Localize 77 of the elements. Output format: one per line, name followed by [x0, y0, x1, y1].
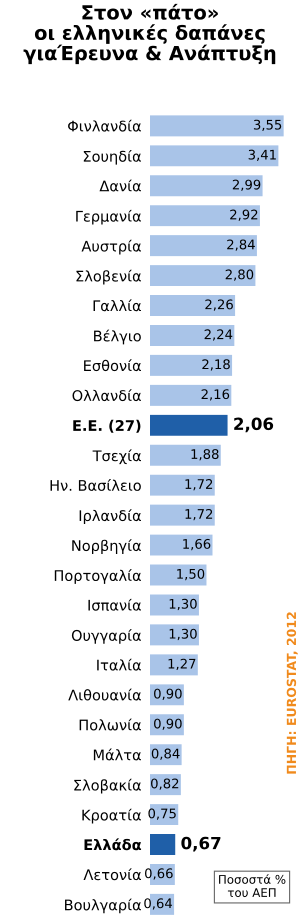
data-label: 0,66 [145, 868, 173, 880]
bar [150, 145, 278, 166]
data-label: 2,24 [204, 329, 232, 341]
y-tick-label: Λετονία [84, 868, 141, 880]
data-label: 1,72 [185, 508, 212, 520]
bar [150, 265, 256, 286]
y-tick-label: Κροατία [82, 808, 141, 824]
bar [150, 444, 221, 466]
y-tick-label: Μάλτα [94, 748, 141, 760]
data-label: 0,84 [152, 748, 180, 760]
data-label: 1,30 [170, 598, 197, 610]
y-tick-label: Πορτογαλία [54, 569, 141, 584]
data-label: 1,27 [168, 658, 196, 670]
chart-title: Στον «πάτο» οι ελληνικές δαπάνες γιαΈρευνα & Ανάπτυξη [24, 4, 276, 64]
bar [150, 834, 176, 855]
data-label: 1,72 [185, 479, 212, 490]
bar [150, 384, 232, 406]
y-tick-label: Ολλανδία [72, 389, 141, 402]
bar [150, 235, 257, 256]
bar [150, 534, 212, 556]
bar [150, 175, 263, 196]
y-tick-label: Ιταλία [97, 658, 141, 671]
annotation: Ποσοστά % του ΑΕΠ [219, 874, 286, 898]
y-tick-label: Λιθουανία [68, 688, 141, 701]
data-label: 2,92 [230, 210, 258, 221]
bar [150, 624, 199, 646]
bar [150, 564, 206, 586]
y-tick-label: Δανία [99, 180, 141, 192]
data-label: 0,90 [154, 688, 182, 700]
data-label: 2,84 [227, 239, 255, 251]
y-tick-label: Σλοβενία [76, 270, 141, 284]
text: ΠΗΓΗ: EUROSTAT, 2012 [286, 612, 298, 774]
data-label: 2,99 [232, 180, 260, 191]
y-tick-label: Σλοβακία [74, 778, 141, 794]
y-tick-label: Βέλγιο [94, 330, 141, 344]
data-label: 1,50 [177, 568, 204, 580]
data-label: 1,88 [192, 449, 219, 460]
data-label: 0,82 [151, 778, 178, 790]
data-label: 0,64 [144, 898, 172, 910]
bar [150, 354, 232, 376]
data-label: 1,66 [183, 538, 210, 550]
y-tick-label: Ισπανία [88, 598, 141, 611]
data-label: 0,75 [148, 808, 176, 820]
bar [150, 414, 228, 436]
y-tick-label: Ελλάδα [84, 838, 142, 850]
data-label: 3,41 [248, 150, 276, 161]
y-tick-label: Σουηδία [84, 150, 141, 165]
data-label: 3,55 [254, 120, 282, 132]
bar [150, 324, 234, 346]
y-tick-label: Γαλλία [94, 299, 141, 312]
y-tick-label: Τσεχία [92, 449, 141, 464]
y-tick-label: Φινλανδία [68, 120, 141, 132]
data-label: 2,06 [234, 418, 274, 432]
bar [150, 654, 198, 676]
y-tick-label: Εσθονία [84, 359, 141, 372]
bar [150, 205, 260, 226]
data-label: 1,30 [170, 628, 197, 640]
data-label: 2,26 [205, 299, 233, 311]
y-tick-label: Ην. Βασίλειο [50, 479, 141, 491]
y-tick-label: Βουλγαρία [65, 898, 141, 914]
bar [150, 115, 284, 136]
data-label: 0,90 [154, 718, 182, 730]
bar [150, 594, 199, 616]
data-label: 2,18 [202, 359, 230, 371]
y-tick-label: Αυστρία [82, 240, 141, 254]
data-label: 0,67 [181, 836, 220, 852]
bar [150, 474, 215, 496]
y-tick-label: Νορβηγία [72, 539, 141, 554]
y-tick-label: Ε.Ε. (27) [73, 420, 140, 433]
y-tick-label: Γερμανία [76, 210, 141, 225]
bar [150, 504, 215, 526]
y-tick-label: Ουγγαρία [72, 629, 141, 644]
y-tick-label: Πολωνία [80, 718, 141, 730]
y-tick-label: Ιρλανδία [80, 509, 141, 524]
bar [150, 295, 236, 316]
data-label: 2,16 [202, 389, 230, 401]
data-label: 2,80 [226, 269, 254, 281]
